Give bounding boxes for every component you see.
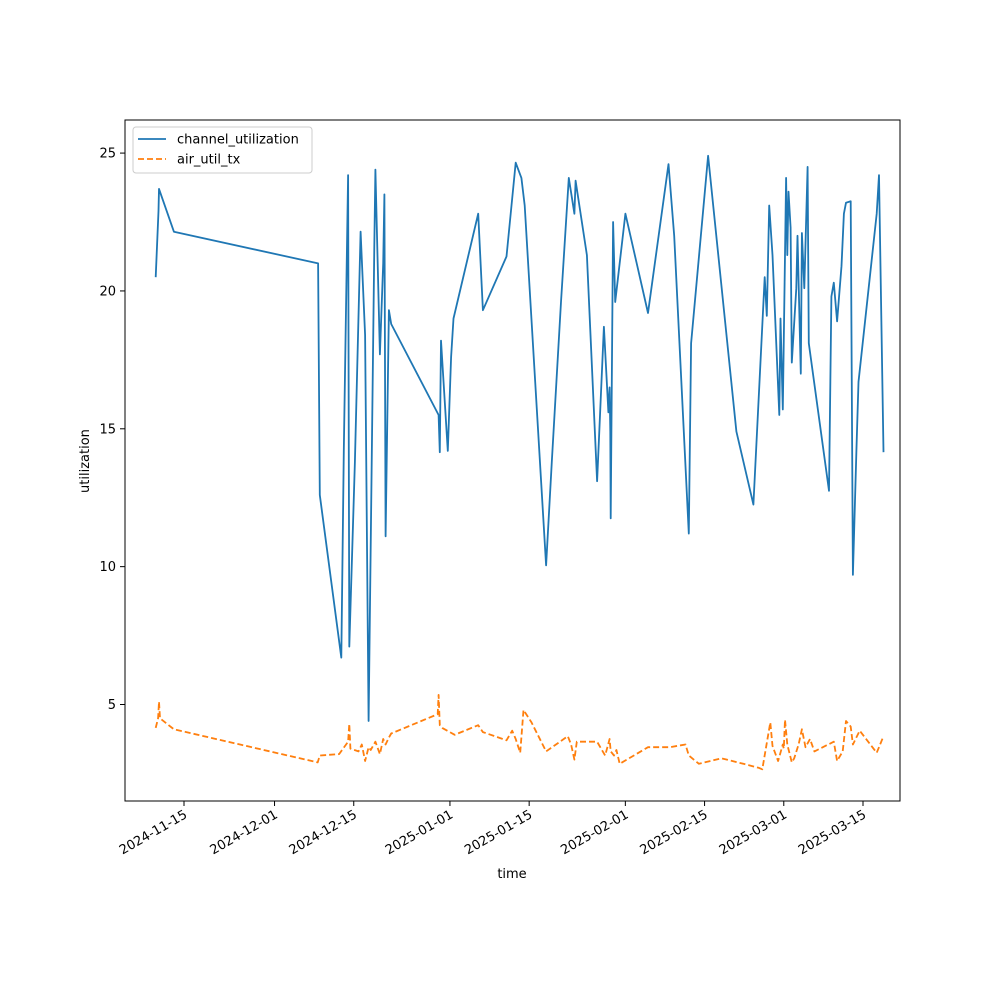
x-axis: 2024-11-15 2024-12-01 2024-12-15 2025-01-01… (117, 801, 869, 858)
legend: channel_utilization air_util_tx (132, 126, 313, 174)
x-tick-label: 2024-11-15 (117, 807, 190, 858)
legend-label-air-util-tx: air_util_tx (177, 153, 241, 168)
x-tick-label: 2025-01-15 (462, 807, 535, 858)
series-line-channel-utilization (154, 154, 885, 722)
series-line-air-util-tx (154, 694, 885, 771)
y-axis-title: utilization (78, 429, 93, 493)
y-tick-label: 10 (99, 560, 116, 575)
legend-label-channel-utilization: channel_utilization (177, 133, 299, 148)
y-axis: 5 10 15 20 25 (99, 147, 125, 713)
y-tick-label: 15 (99, 422, 116, 437)
x-axis-title: time (497, 867, 526, 882)
y-tick-label: 5 (108, 698, 116, 713)
plot-frame (124, 119, 901, 802)
x-tick-label: 2024-12-15 (287, 807, 360, 858)
x-tick-label: 2025-03-15 (796, 807, 869, 858)
y-tick-label: 25 (99, 147, 116, 162)
x-tick-label: 2025-01-01 (383, 807, 456, 858)
y-tick-label: 20 (99, 284, 116, 299)
x-tick-label: 2025-02-15 (638, 807, 711, 858)
series-layer (154, 154, 885, 771)
legend-box (132, 126, 313, 174)
x-tick-label: 2024-12-01 (208, 807, 281, 858)
x-tick-label: 2025-03-01 (717, 807, 790, 858)
x-tick-label: 2025-02-01 (558, 807, 631, 858)
